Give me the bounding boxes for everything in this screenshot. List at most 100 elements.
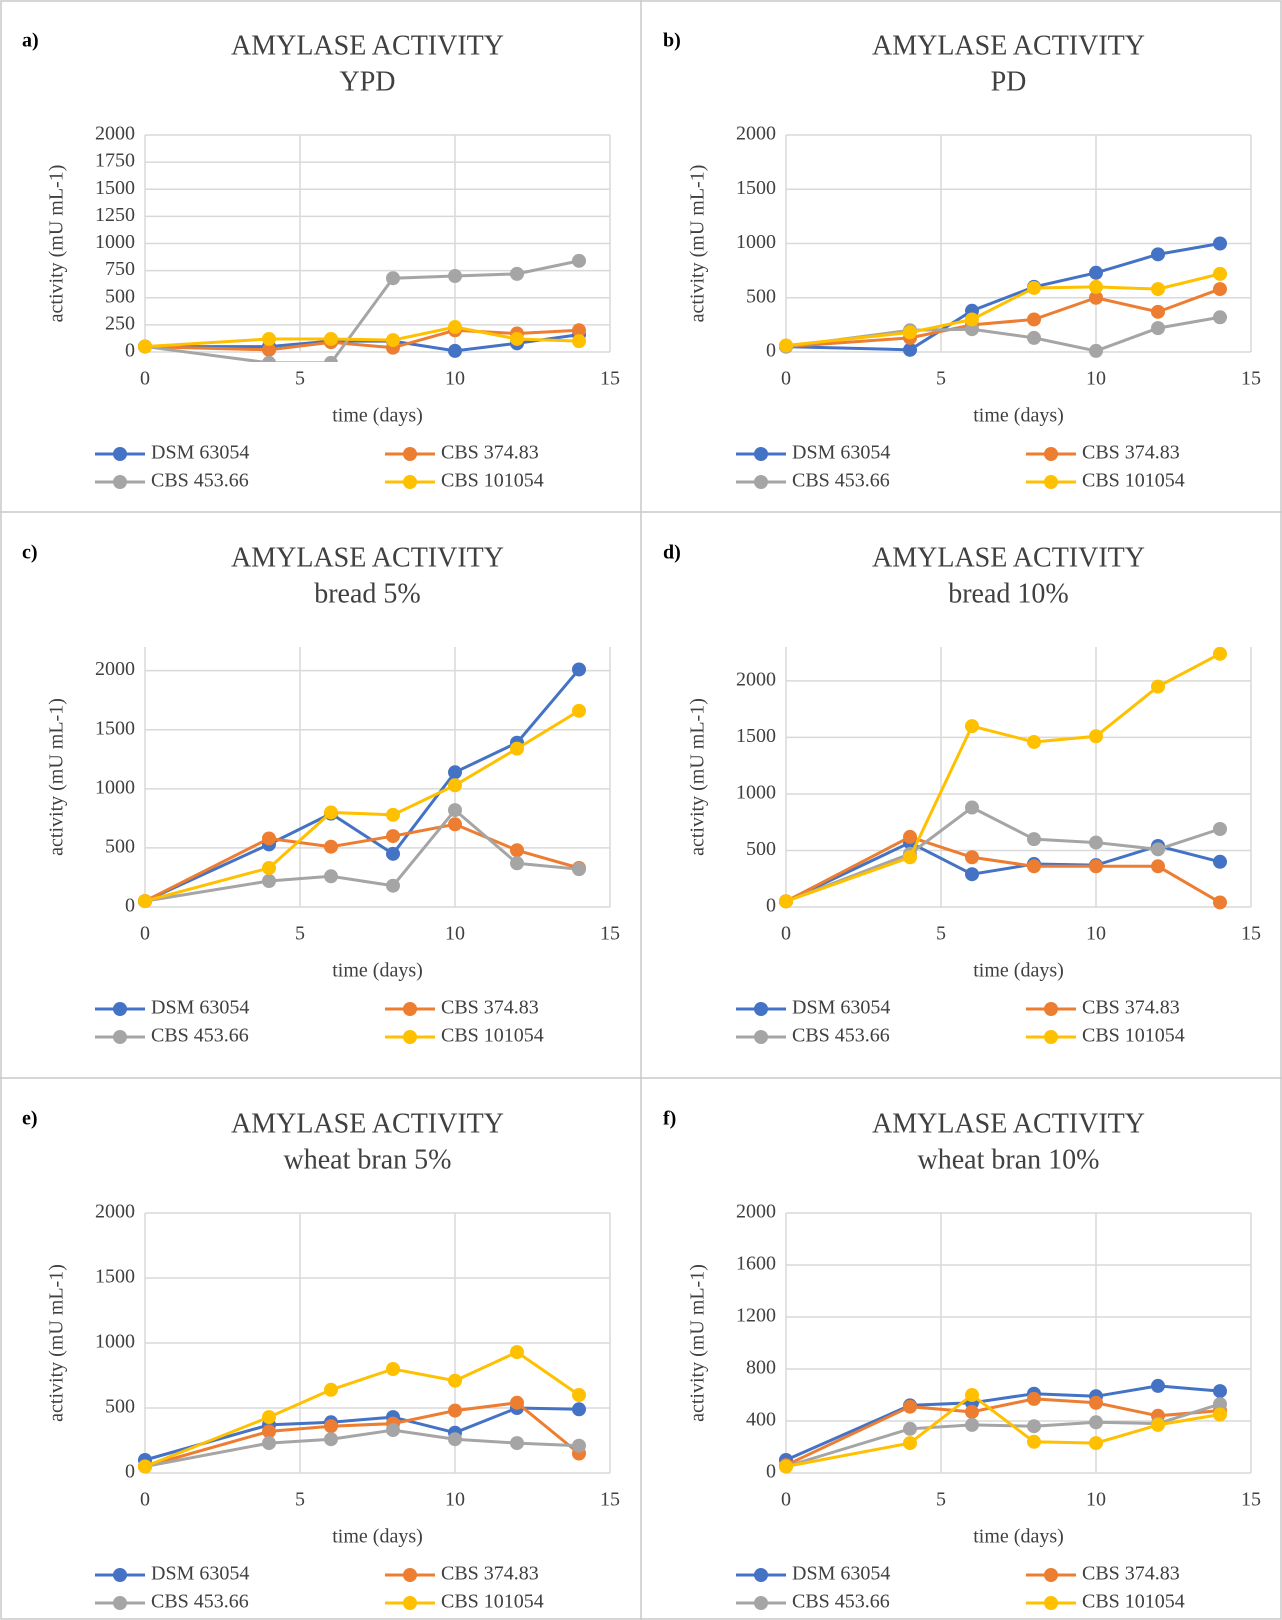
x-tick-label: 15 [1241, 1489, 1261, 1511]
legend-marker [113, 447, 127, 461]
y-tick-label: 1000 [736, 231, 776, 253]
y-tick-label: 1200 [736, 1305, 776, 1327]
x-tick-label: 0 [140, 368, 150, 390]
y-tick-label: 2000 [95, 123, 135, 145]
legend-label: CBS 101054 [441, 470, 544, 492]
legend-marker [403, 1002, 417, 1016]
x-tick-label: 10 [1086, 923, 1106, 945]
legend-label: DSM 63054 [151, 997, 249, 1019]
legend-marker [1044, 1568, 1058, 1582]
data-point [1027, 1391, 1041, 1406]
y-tick-label: 750 [105, 258, 135, 280]
legend-marker [754, 1002, 768, 1016]
legend-marker [403, 1568, 417, 1582]
legend-marker [1044, 1030, 1058, 1044]
y-tick-label: 2000 [95, 658, 135, 680]
data-point [572, 1438, 586, 1453]
legend-label: CBS 453.66 [151, 1591, 249, 1613]
data-point [1089, 859, 1103, 874]
legend-marker [113, 475, 127, 489]
data-point [903, 325, 917, 340]
data-point [1027, 280, 1041, 295]
chart-title: AMYLASE ACTIVITY [872, 1108, 1145, 1139]
data-point [1213, 266, 1227, 281]
legend-label: DSM 63054 [792, 442, 890, 464]
legend-label: CBS 453.66 [792, 1591, 890, 1613]
data-point [448, 765, 462, 780]
x-tick-label: 0 [781, 923, 791, 945]
x-axis-label: time (days) [973, 1526, 1064, 1548]
data-point [1027, 1434, 1041, 1449]
panel-label: e) [22, 1108, 38, 1130]
data-point [324, 869, 338, 884]
data-point [1027, 1419, 1041, 1434]
x-tick-label: 10 [1086, 1489, 1106, 1511]
data-point [324, 1432, 338, 1447]
data-point [1213, 895, 1227, 910]
chart-subtitle: bread 5% [314, 578, 421, 609]
data-point [386, 878, 400, 893]
data-point [448, 817, 462, 832]
x-tick-label: 0 [140, 923, 150, 945]
y-tick-label: 250 [105, 312, 135, 334]
data-point [262, 331, 276, 346]
data-point [448, 320, 462, 335]
y-tick-label: 1500 [736, 177, 776, 199]
y-tick-label: 1500 [95, 177, 135, 199]
panel-label: d) [663, 542, 681, 564]
data-point [448, 1432, 462, 1447]
data-point [1213, 282, 1227, 297]
data-point [448, 778, 462, 793]
data-point [510, 266, 524, 281]
x-tick-label: 0 [781, 368, 791, 390]
legend-marker [403, 1030, 417, 1044]
data-point [324, 839, 338, 854]
x-tick-label: 5 [936, 1489, 946, 1511]
y-tick-label: 2000 [736, 1201, 776, 1223]
x-tick-label: 5 [936, 923, 946, 945]
data-point [1151, 247, 1165, 262]
data-point [1151, 282, 1165, 297]
data-point [448, 1373, 462, 1388]
chart-subtitle: PD [991, 66, 1027, 97]
data-point [903, 1399, 917, 1414]
data-point [1213, 854, 1227, 869]
y-tick-label: 1600 [736, 1253, 776, 1275]
legend-label: CBS 374.83 [441, 442, 539, 464]
y-tick-label: 0 [766, 1461, 776, 1483]
legend-marker [113, 1030, 127, 1044]
y-tick-label: 1750 [95, 150, 135, 172]
legend-label: DSM 63054 [792, 1563, 890, 1585]
data-point [1151, 321, 1165, 336]
y-axis-label: activity (mU mL-1) [46, 698, 68, 856]
data-point [262, 1424, 276, 1439]
chart: c) AMYLASE ACTIVITY bread 5% 0 500 1000 1500 20… [22, 542, 620, 1047]
chart: d) AMYLASE ACTIVITY bread 10% 0 500 1000 1500 2… [663, 542, 1261, 1047]
x-tick-label: 5 [295, 368, 305, 390]
y-tick-label: 2000 [736, 669, 776, 691]
data-point [510, 741, 524, 756]
panel-label: b) [663, 30, 681, 52]
legend-label: CBS 101054 [441, 1025, 544, 1047]
data-point [510, 1345, 524, 1360]
x-axis-label: time (days) [973, 960, 1064, 982]
data-point [1027, 734, 1041, 749]
data-point [448, 269, 462, 284]
data-point [1027, 859, 1041, 874]
data-point [262, 874, 276, 888]
y-tick-label: 1500 [736, 725, 776, 747]
data-point [386, 1362, 400, 1376]
y-tick-label: 1500 [95, 717, 135, 739]
data-point [1089, 290, 1103, 305]
data-point [965, 1417, 979, 1432]
chart-subtitle: bread 10% [948, 578, 1069, 609]
data-point [1213, 647, 1227, 661]
data-point [572, 253, 586, 268]
legend-label: CBS 374.83 [1082, 442, 1180, 464]
data-point [572, 662, 586, 677]
data-point [965, 867, 979, 882]
x-tick-label: 5 [295, 1489, 305, 1511]
legend-label: DSM 63054 [792, 997, 890, 1019]
data-point [572, 334, 586, 349]
